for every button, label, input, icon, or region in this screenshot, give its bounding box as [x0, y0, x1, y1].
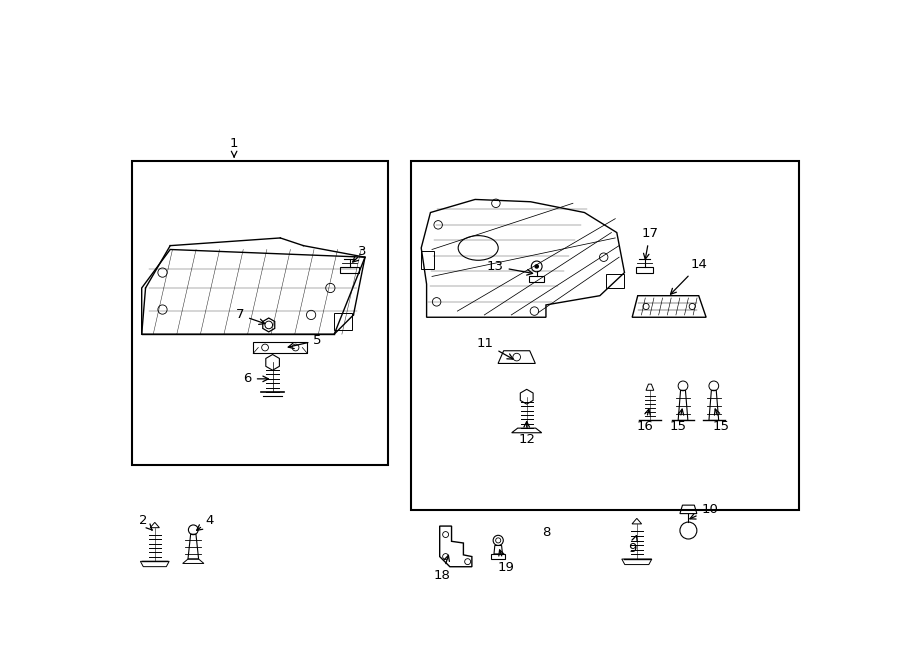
Text: 7: 7	[236, 309, 265, 325]
Circle shape	[535, 264, 539, 269]
Text: 11: 11	[477, 337, 513, 359]
Text: 17: 17	[642, 227, 659, 259]
Text: 1: 1	[230, 137, 238, 150]
Text: 18: 18	[434, 555, 450, 582]
Text: 19: 19	[498, 550, 514, 574]
Text: 12: 12	[518, 422, 536, 446]
Text: 14: 14	[670, 258, 707, 294]
Text: 6: 6	[243, 372, 268, 385]
Text: 9: 9	[628, 535, 637, 555]
Text: 4: 4	[196, 514, 214, 530]
Text: 8: 8	[542, 526, 550, 539]
Text: 13: 13	[487, 260, 533, 275]
Text: 3: 3	[358, 245, 367, 258]
Text: 15: 15	[670, 409, 687, 434]
Text: 5: 5	[288, 334, 322, 348]
Text: 2: 2	[139, 514, 152, 530]
Text: 16: 16	[636, 409, 652, 434]
Text: 15: 15	[713, 409, 730, 434]
Text: 10: 10	[690, 503, 718, 519]
